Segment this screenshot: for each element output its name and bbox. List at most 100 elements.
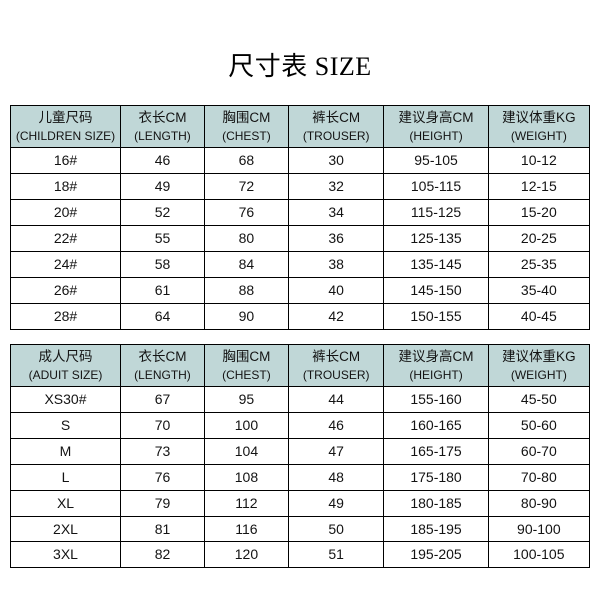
header-en: (TROUSER) bbox=[291, 367, 382, 383]
cell-weight: 40-45 bbox=[488, 303, 589, 329]
table-row: XS30#679544155-16045-50 bbox=[11, 387, 590, 413]
header-en: (WEIGHT) bbox=[491, 128, 587, 144]
col-length-header: 衣长CM(LENGTH) bbox=[121, 106, 205, 148]
header-cn: 建议身高CM bbox=[386, 348, 485, 366]
cell-height: 150-155 bbox=[384, 303, 488, 329]
header-en: (HEIGHT) bbox=[386, 128, 485, 144]
cell-trouser: 47 bbox=[288, 438, 384, 464]
cell-size: 26# bbox=[11, 277, 121, 303]
header-cn: 胸围CM bbox=[207, 109, 286, 127]
header-en: (CHEST) bbox=[207, 128, 286, 144]
cell-trouser: 46 bbox=[288, 412, 384, 438]
cell-height: 195-205 bbox=[384, 542, 488, 568]
cell-length: 70 bbox=[121, 412, 205, 438]
cell-size: S bbox=[11, 412, 121, 438]
header-cn: 成人尺码 bbox=[13, 348, 118, 366]
table-row: 16#46683095-10510-12 bbox=[11, 148, 590, 174]
cell-weight: 15-20 bbox=[488, 200, 589, 226]
cell-chest: 116 bbox=[204, 516, 288, 542]
cell-trouser: 38 bbox=[288, 251, 384, 277]
cell-trouser: 44 bbox=[288, 387, 384, 413]
cell-weight: 35-40 bbox=[488, 277, 589, 303]
table-row: M7310447165-17560-70 bbox=[11, 438, 590, 464]
col-height-header: 建议身高CM(HEIGHT) bbox=[384, 106, 488, 148]
header-cn: 胸围CM bbox=[207, 348, 286, 366]
cell-weight: 90-100 bbox=[488, 516, 589, 542]
cell-trouser: 48 bbox=[288, 464, 384, 490]
cell-chest: 84 bbox=[204, 251, 288, 277]
cell-trouser: 32 bbox=[288, 174, 384, 200]
cell-weight: 12-15 bbox=[488, 174, 589, 200]
col-trouser-header: 裤长CM(TROUSER) bbox=[288, 344, 384, 386]
cell-trouser: 36 bbox=[288, 226, 384, 252]
cell-length: 67 bbox=[121, 387, 205, 413]
table-row: S7010046160-16550-60 bbox=[11, 412, 590, 438]
header-cn: 裤长CM bbox=[291, 109, 382, 127]
cell-height: 135-145 bbox=[384, 251, 488, 277]
cell-size: 24# bbox=[11, 251, 121, 277]
cell-height: 180-185 bbox=[384, 490, 488, 516]
cell-weight: 45-50 bbox=[488, 387, 589, 413]
col-weight-header: 建议体重KG(WEIGHT) bbox=[488, 106, 589, 148]
cell-weight: 20-25 bbox=[488, 226, 589, 252]
cell-height: 165-175 bbox=[384, 438, 488, 464]
cell-size: 2XL bbox=[11, 516, 121, 542]
header-en: (CHEST) bbox=[207, 367, 286, 383]
col-size-header: 成人尺码(ADUIT SIZE) bbox=[11, 344, 121, 386]
cell-chest: 68 bbox=[204, 148, 288, 174]
page-title: 尺寸表 SIZE bbox=[10, 46, 590, 83]
cell-trouser: 40 bbox=[288, 277, 384, 303]
table-row: 18#497232105-11512-15 bbox=[11, 174, 590, 200]
cell-length: 81 bbox=[121, 516, 205, 542]
header-en: (LENGTH) bbox=[123, 128, 202, 144]
spacer-row bbox=[11, 329, 590, 344]
cell-chest: 72 bbox=[204, 174, 288, 200]
cell-length: 79 bbox=[121, 490, 205, 516]
table-row: L7610848175-18070-80 bbox=[11, 464, 590, 490]
cell-size: 20# bbox=[11, 200, 121, 226]
cell-chest: 80 bbox=[204, 226, 288, 252]
cell-size: 16# bbox=[11, 148, 121, 174]
col-length-header: 衣长CM(LENGTH) bbox=[121, 344, 205, 386]
cell-trouser: 34 bbox=[288, 200, 384, 226]
header-cn: 建议体重KG bbox=[491, 109, 587, 127]
cell-trouser: 30 bbox=[288, 148, 384, 174]
header-en: (WEIGHT) bbox=[491, 367, 587, 383]
cell-height: 160-165 bbox=[384, 412, 488, 438]
header-en: (CHILDREN SIZE) bbox=[13, 128, 118, 144]
table-row: 24#588438135-14525-35 bbox=[11, 251, 590, 277]
cell-chest: 90 bbox=[204, 303, 288, 329]
cell-chest: 76 bbox=[204, 200, 288, 226]
header-cn: 裤长CM bbox=[291, 348, 382, 366]
table-row: XL7911249180-18580-90 bbox=[11, 490, 590, 516]
size-chart-page: 尺寸表 SIZE 儿童尺码(CHILDREN SIZE)衣长CM(LENGTH)… bbox=[0, 0, 600, 600]
cell-chest: 95 bbox=[204, 387, 288, 413]
table-row: 26#618840145-15035-40 bbox=[11, 277, 590, 303]
cell-height: 155-160 bbox=[384, 387, 488, 413]
cell-size: 28# bbox=[11, 303, 121, 329]
header-cn: 衣长CM bbox=[123, 109, 202, 127]
header-cn: 建议体重KG bbox=[491, 348, 587, 366]
header-cn: 建议身高CM bbox=[386, 109, 485, 127]
col-chest-header: 胸围CM(CHEST) bbox=[204, 106, 288, 148]
cell-length: 55 bbox=[121, 226, 205, 252]
cell-length: 46 bbox=[121, 148, 205, 174]
table-row: 3XL8212051195-205100-105 bbox=[11, 542, 590, 568]
cell-weight: 80-90 bbox=[488, 490, 589, 516]
cell-length: 64 bbox=[121, 303, 205, 329]
header-cn: 衣长CM bbox=[123, 348, 202, 366]
cell-weight: 70-80 bbox=[488, 464, 589, 490]
cell-height: 145-150 bbox=[384, 277, 488, 303]
cell-length: 73 bbox=[121, 438, 205, 464]
cell-length: 52 bbox=[121, 200, 205, 226]
cell-trouser: 42 bbox=[288, 303, 384, 329]
cell-chest: 100 bbox=[204, 412, 288, 438]
cell-trouser: 50 bbox=[288, 516, 384, 542]
table-row: 2XL8111650185-19590-100 bbox=[11, 516, 590, 542]
cell-length: 49 bbox=[121, 174, 205, 200]
header-en: (LENGTH) bbox=[123, 367, 202, 383]
col-weight-header: 建议体重KG(WEIGHT) bbox=[488, 344, 589, 386]
col-chest-header: 胸围CM(CHEST) bbox=[204, 344, 288, 386]
header-en: (TROUSER) bbox=[291, 128, 382, 144]
cell-size: 18# bbox=[11, 174, 121, 200]
